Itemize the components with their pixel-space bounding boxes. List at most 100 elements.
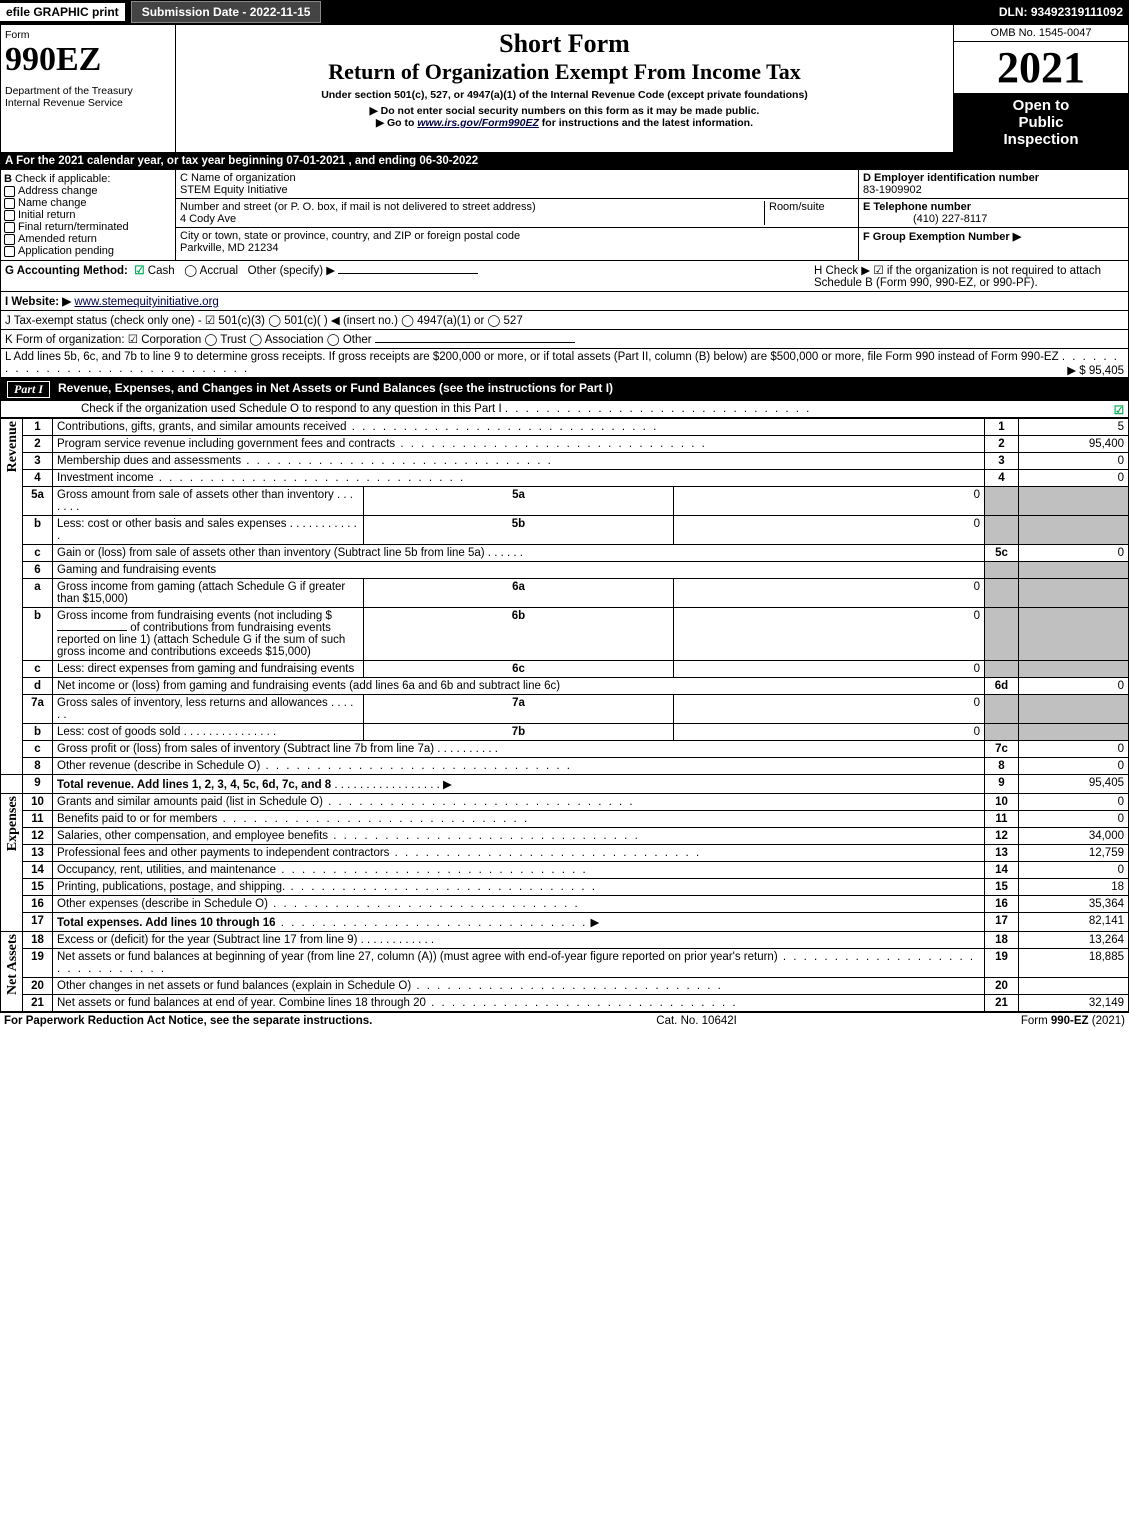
row-7a: 7aGross sales of inventory, less returns… bbox=[1, 695, 1129, 724]
checkbox-amended[interactable] bbox=[4, 234, 15, 245]
row-16: 16Other expenses (describe in Schedule O… bbox=[1, 896, 1129, 913]
section-i: I Website: ▶ www.stemequityinitiative.or… bbox=[0, 292, 1129, 311]
checkbox-final[interactable] bbox=[4, 222, 15, 233]
amt-12: 34,000 bbox=[1019, 828, 1129, 845]
amt-18: 13,264 bbox=[1019, 932, 1129, 949]
vlabel-expenses: Expenses bbox=[5, 796, 21, 851]
part-i-title: Revenue, Expenses, and Changes in Net As… bbox=[58, 381, 613, 398]
row-5a: 5aGross amount from sale of assets other… bbox=[1, 487, 1129, 516]
g-accrual: Accrual bbox=[200, 265, 238, 277]
checkbox-address-change[interactable] bbox=[4, 186, 15, 197]
l-text: L Add lines 5b, 6c, and 7b to line 9 to … bbox=[5, 351, 1059, 363]
page-footer: For Paperwork Reduction Act Notice, see … bbox=[0, 1012, 1129, 1029]
amt-2: 95,400 bbox=[1019, 436, 1129, 453]
header-left: Form 990EZ Department of the Treasury In… bbox=[1, 25, 176, 152]
form-number: 990EZ bbox=[5, 41, 171, 79]
footer-mid: Cat. No. 10642I bbox=[656, 1015, 737, 1027]
footer-left: For Paperwork Reduction Act Notice, see … bbox=[4, 1015, 372, 1027]
part-i-table: Revenue 1 Contributions, gifts, grants, … bbox=[0, 418, 1129, 1012]
b-check-label: Check if applicable: bbox=[15, 173, 110, 185]
row-9: 9Total revenue. Add lines 1, 2, 3, 4, 5c… bbox=[1, 775, 1129, 794]
short-form-title: Short Form bbox=[180, 29, 949, 59]
row-6d: dNet income or (loss) from gaming and fu… bbox=[1, 678, 1129, 695]
row-15: 15Printing, publications, postage, and s… bbox=[1, 879, 1129, 896]
subtitle: Under section 501(c), 527, or 4947(a)(1)… bbox=[180, 89, 949, 101]
row-17: 17Total expenses. Add lines 10 through 1… bbox=[1, 913, 1129, 932]
row-6a: aGross income from gaming (attach Schedu… bbox=[1, 579, 1129, 608]
amt-14: 0 bbox=[1019, 862, 1129, 879]
part-i-tag: Part I bbox=[7, 381, 50, 398]
section-c: C Name of organization STEM Equity Initi… bbox=[176, 170, 858, 260]
form-header: Form 990EZ Department of the Treasury In… bbox=[0, 24, 1129, 153]
checknote-text: Check if the organization used Schedule … bbox=[81, 403, 502, 415]
row-13: 13Professional fees and other payments t… bbox=[1, 845, 1129, 862]
amt-3: 0 bbox=[1019, 453, 1129, 470]
opt-name: Name change bbox=[18, 197, 87, 209]
amt-16: 35,364 bbox=[1019, 896, 1129, 913]
row-5c: cGain or (loss) from sale of assets othe… bbox=[1, 545, 1129, 562]
row-7c: cGross profit or (loss) from sales of in… bbox=[1, 741, 1129, 758]
row-5b: bLess: cost or other basis and sales exp… bbox=[1, 516, 1129, 545]
section-k: K Form of organization: ☑ Corporation ◯ … bbox=[0, 330, 1129, 349]
g-label: G Accounting Method: bbox=[5, 265, 128, 277]
vlabel-netassets: Net Assets bbox=[5, 934, 21, 995]
amt-9: 95,405 bbox=[1019, 775, 1129, 794]
row-6b: bGross income from fundraising events (n… bbox=[1, 608, 1129, 661]
row-7b: bLess: cost of goods sold . . . . . . . … bbox=[1, 724, 1129, 741]
section-a: A For the 2021 calendar year, or tax yea… bbox=[0, 153, 1129, 170]
tel-value: (410) 227-8117 bbox=[863, 213, 987, 225]
g-cash: Cash bbox=[148, 265, 175, 277]
org-city: Parkville, MD 21234 bbox=[180, 242, 278, 254]
opt-initial: Initial return bbox=[18, 209, 75, 221]
f-label: F Group Exemption Number ▶ bbox=[863, 231, 1021, 243]
tax-year: 2021 bbox=[954, 42, 1128, 93]
l-amount: ▶ $ 95,405 bbox=[1067, 363, 1124, 377]
check-icon: ☑ bbox=[134, 265, 144, 277]
amt-15: 18 bbox=[1019, 879, 1129, 896]
efile-label[interactable]: efile GRAPHIC print bbox=[0, 3, 125, 21]
omb-number: OMB No. 1545-0047 bbox=[954, 25, 1128, 42]
arrow-icon: ▶ bbox=[590, 917, 599, 929]
section-h: H Check ▶ ☑ if the organization is not r… bbox=[814, 263, 1124, 289]
form-word: Form bbox=[5, 29, 171, 41]
row-18: Net Assets 18Excess or (deficit) for the… bbox=[1, 932, 1129, 949]
c-city-label: City or town, state or province, country… bbox=[180, 230, 520, 242]
checkbox-pending[interactable] bbox=[4, 246, 15, 257]
return-title: Return of Organization Exempt From Incom… bbox=[180, 59, 949, 85]
row-2: 2Program service revenue including gover… bbox=[1, 436, 1129, 453]
room-label: Room/suite bbox=[764, 201, 854, 225]
org-name: STEM Equity Initiative bbox=[180, 184, 288, 196]
amt-4: 0 bbox=[1019, 470, 1129, 487]
opt-address: Address change bbox=[18, 185, 98, 197]
c-addr-label: Number and street (or P. O. box, if mail… bbox=[180, 201, 536, 213]
section-b: B Check if applicable: Address change Na… bbox=[1, 170, 176, 260]
k-text: K Form of organization: ☑ Corporation ◯ … bbox=[5, 334, 372, 346]
amt-17: 82,141 bbox=[1019, 913, 1129, 932]
footer-right: Form 990-EZ (2021) bbox=[1021, 1015, 1125, 1027]
part-i-header: Part I Revenue, Expenses, and Changes in… bbox=[0, 378, 1129, 401]
submission-date: Submission Date - 2022-11-15 bbox=[131, 1, 322, 23]
c-name-label: C Name of organization bbox=[180, 172, 296, 184]
header-right: OMB No. 1545-0047 2021 Open to Public In… bbox=[953, 25, 1128, 152]
row-11: 11Benefits paid to or for members110 bbox=[1, 811, 1129, 828]
insp1: Open to bbox=[1013, 97, 1070, 114]
ein-value: 83-1909902 bbox=[863, 184, 922, 196]
i-label: I Website: ▶ bbox=[5, 296, 71, 308]
section-j: J Tax-exempt status (check only one) - ☑… bbox=[0, 311, 1129, 330]
checkbox-name-change[interactable] bbox=[4, 198, 15, 209]
amt-1: 5 bbox=[1019, 419, 1129, 436]
checkbox-initial[interactable] bbox=[4, 210, 15, 221]
row-8: 8Other revenue (describe in Schedule O)8… bbox=[1, 758, 1129, 775]
amt-6d: 0 bbox=[1019, 678, 1129, 695]
section-def: D Employer identification number 83-1909… bbox=[858, 170, 1128, 260]
dept-line1: Department of the Treasury bbox=[5, 85, 171, 97]
b-label: B bbox=[4, 173, 12, 185]
opt-amended: Amended return bbox=[18, 233, 97, 245]
section-l: L Add lines 5b, 6c, and 7b to line 9 to … bbox=[0, 349, 1129, 378]
website-link[interactable]: www.stemequityinitiative.org bbox=[74, 296, 218, 308]
irs-link[interactable]: www.irs.gov/Form990EZ bbox=[417, 117, 539, 129]
amt-5c: 0 bbox=[1019, 545, 1129, 562]
amt-19: 18,885 bbox=[1019, 949, 1129, 978]
dln: DLN: 93492319111092 bbox=[999, 5, 1129, 19]
info-block: B Check if applicable: Address change Na… bbox=[0, 170, 1129, 261]
